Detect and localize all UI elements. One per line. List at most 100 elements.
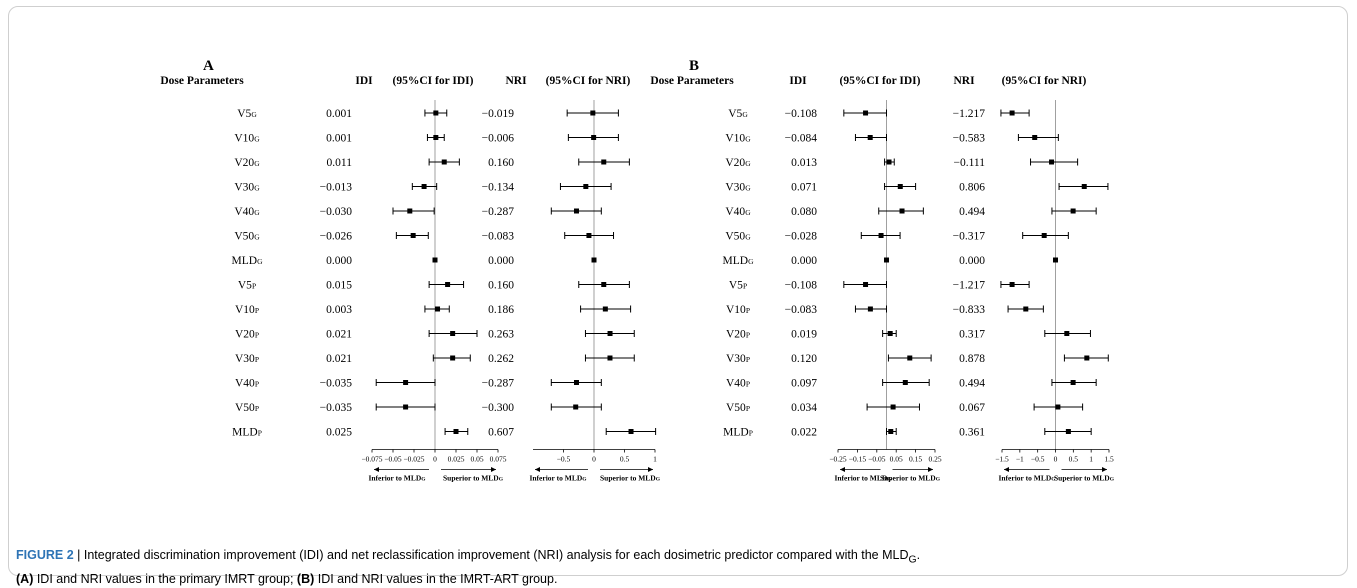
panel-b-param-label: V40P bbox=[726, 378, 750, 390]
panel-a-nri-point bbox=[607, 355, 613, 361]
panel-b-idi-value: −0.083 bbox=[785, 304, 818, 316]
panel-a-nri-point bbox=[573, 380, 579, 385]
figure-caption: FIGURE 2 | Integrated discrimination imp… bbox=[16, 546, 1341, 588]
panel-b-idi-arrowhead-left bbox=[840, 467, 845, 472]
panel-a-idi-point bbox=[441, 159, 447, 165]
panel-b-nri-value: 0.067 bbox=[959, 402, 985, 414]
panel-a-param-label: V50G bbox=[234, 231, 260, 243]
panel-a-nri-value: −0.019 bbox=[482, 108, 515, 120]
panel-a-idi-point bbox=[435, 306, 441, 312]
panel-b-idi-value: 0.013 bbox=[791, 157, 817, 169]
panel-a-idi-point bbox=[445, 282, 451, 287]
panel-b-nri-point bbox=[1023, 306, 1029, 312]
panel-a-nri-point bbox=[601, 282, 607, 287]
panel-b-nri-tick-label: −1 bbox=[1016, 455, 1024, 464]
panel-b-param-label: V20G bbox=[725, 157, 751, 169]
panel-b-idi-value: −0.108 bbox=[785, 108, 818, 120]
panel-a-param-label: V50P bbox=[235, 402, 259, 414]
panel-a-param-label: V20G bbox=[234, 157, 260, 169]
panel-a-param-label: V40P bbox=[235, 378, 259, 390]
panel-b-idi-value: 0.034 bbox=[791, 402, 817, 414]
panel-a-nri-value: −0.300 bbox=[482, 402, 515, 414]
panel-a-param-label: MLDG bbox=[232, 255, 264, 267]
panel-b-nri-tick-label: 1 bbox=[1089, 455, 1093, 464]
panel-a-idi-point bbox=[403, 404, 409, 410]
panel-a-idi-value: −0.013 bbox=[320, 182, 353, 194]
panel-a-header-dose: Dose Parameters bbox=[160, 75, 244, 87]
panel-b-param-label: V40G bbox=[725, 206, 751, 218]
caption-part-b-tag: (B) bbox=[296, 571, 315, 586]
panel-a-param-label: V40G bbox=[234, 206, 260, 218]
panel-b-idi-arrow-label-right: Superior to MLDG bbox=[880, 474, 941, 483]
panel-a-nri-point bbox=[586, 233, 592, 238]
panel-b-idi-arrowhead-right bbox=[928, 467, 933, 472]
panel-a-idi-value: 0.011 bbox=[327, 157, 353, 169]
panel-b-nri-value: 0.494 bbox=[959, 378, 985, 390]
panel-a-label: A bbox=[203, 58, 214, 74]
panel-b-idi-value: 0.019 bbox=[791, 329, 817, 341]
panel-b-nri-point bbox=[1032, 135, 1038, 140]
panel-a-idi-point bbox=[433, 135, 439, 140]
panel-b-idi-point bbox=[890, 404, 896, 410]
panel-a-nri-point bbox=[573, 208, 579, 214]
panel-b-nri-point bbox=[1084, 355, 1090, 361]
panel-b-nri-value: −0.111 bbox=[953, 157, 985, 169]
panel-a-idi-tick-label: 0.075 bbox=[490, 455, 507, 464]
panel-a-idi-value: 0.001 bbox=[326, 133, 352, 145]
panel-a-nri-value: −0.134 bbox=[482, 182, 515, 194]
caption-label: FIGURE 2 bbox=[16, 548, 74, 562]
panel-a-nri-value: 0.607 bbox=[488, 427, 514, 439]
panel-a-param-label: V10G bbox=[234, 133, 260, 145]
panel-b-nri-point bbox=[1053, 257, 1058, 263]
panel-b-idi-arrow-label-left: Inferior to MLDG bbox=[834, 474, 892, 483]
panel-b-nri-tick-label: 0 bbox=[1054, 455, 1058, 464]
panel-b-nri-value: −0.833 bbox=[953, 304, 986, 316]
panel-a-idi-point bbox=[450, 331, 456, 336]
panel-a-nri-value: 0.000 bbox=[488, 255, 514, 267]
panel-a-nri-value: 0.263 bbox=[488, 329, 514, 341]
panel-b-nri-value: −1.217 bbox=[953, 280, 986, 292]
panel-a-idi-value: 0.000 bbox=[326, 255, 352, 267]
panel-b-nri-arrow-label-right: Superior to MLDG bbox=[1054, 474, 1115, 483]
panel-b-param-label: V30G bbox=[725, 182, 751, 194]
panel-a-idi-tick-label: 0.025 bbox=[448, 455, 465, 464]
panel-a-nri-tick-label: 0.5 bbox=[620, 455, 630, 464]
panel-b-param-label: V50G bbox=[725, 231, 751, 243]
panel-b-idi-value: 0.071 bbox=[791, 182, 817, 194]
panel-b-nri-point bbox=[1009, 110, 1015, 116]
panel-a-idi-tick-label: 0 bbox=[433, 455, 437, 464]
caption-part-b-text: IDI and NRI values in the IMRT-ART group… bbox=[314, 571, 558, 586]
panel-b-nri-point bbox=[1064, 331, 1070, 336]
panel-b-nri-point bbox=[1041, 233, 1047, 238]
panel-b-param-label: MLDG bbox=[723, 255, 755, 267]
panel-a-idi-value: 0.001 bbox=[326, 108, 352, 120]
panel-b-idi-tick-label: −0.25 bbox=[829, 455, 847, 464]
panel-b-header-dose: Dose Parameters bbox=[650, 75, 734, 87]
panel-a-idi-point bbox=[407, 208, 413, 214]
panel-a-nri-point bbox=[607, 331, 613, 336]
panel-a-nri-point bbox=[573, 404, 579, 410]
caption-separator: | bbox=[73, 548, 84, 562]
panel-b-idi-value: 0.120 bbox=[791, 353, 817, 365]
panel-b-nri-value: 0.878 bbox=[959, 353, 985, 365]
panel-b-idi-tick-label: 0.25 bbox=[928, 455, 941, 464]
panel-b-idi-tick-label: −0.05 bbox=[868, 455, 886, 464]
panel-a-param-label: V10P bbox=[235, 304, 259, 316]
panel-b-idi-tick-label: 0.05 bbox=[890, 455, 903, 464]
panel-a-header-nri: NRI bbox=[505, 75, 527, 87]
panel-b-idi-point bbox=[867, 135, 873, 140]
panel-a-idi-point bbox=[403, 380, 409, 385]
panel-a-nri-value: −0.287 bbox=[482, 206, 515, 218]
panel-b-idi-point bbox=[899, 208, 905, 214]
panel-a-param-label: V30P bbox=[235, 353, 259, 365]
panel-b-header-nri-ci: (95%CI for NRI) bbox=[1002, 75, 1087, 87]
panel-a-nri-point bbox=[590, 110, 596, 116]
panel-b-idi-tick-label: −0.15 bbox=[849, 455, 867, 464]
caption-text-sub: G bbox=[908, 554, 917, 566]
panel-b-nri-value: −0.583 bbox=[953, 133, 986, 145]
panel-a-nri-value: 0.160 bbox=[488, 280, 514, 292]
panel-b-idi-value: 0.097 bbox=[791, 378, 817, 390]
panel-a-idi-value: −0.030 bbox=[320, 206, 353, 218]
panel-b-header-idi-ci: (95%CI for IDI) bbox=[840, 75, 921, 87]
